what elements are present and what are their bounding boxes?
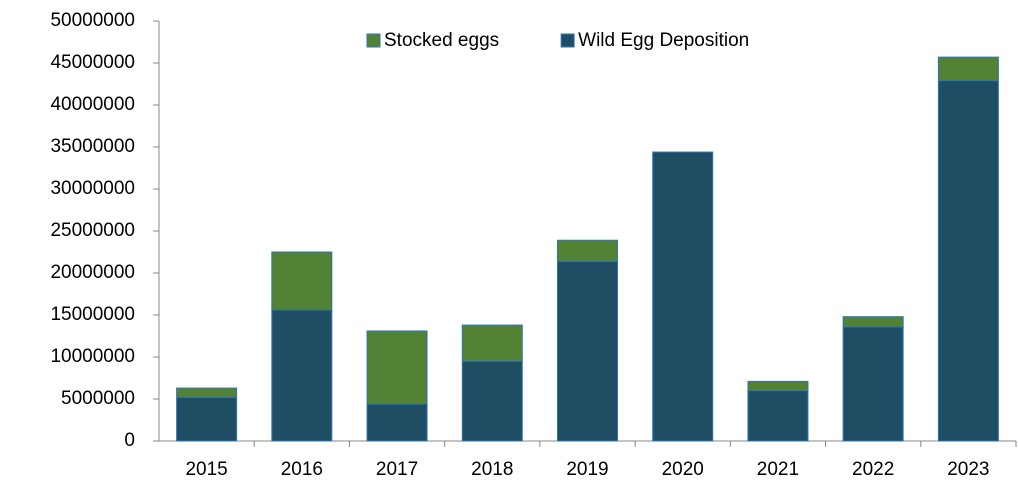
bar-segment	[747, 390, 809, 442]
bar-segment	[176, 387, 238, 398]
x-tick-label: 2020	[662, 459, 704, 480]
bar-segment	[557, 239, 618, 262]
y-tick-label: 10000000	[50, 346, 135, 367]
bar-segment	[557, 260, 618, 442]
bar-segment	[842, 326, 904, 442]
y-tick-label: 0	[124, 430, 135, 451]
y-tick-label: 25000000	[50, 220, 135, 241]
legend-label: Stocked eggs	[384, 30, 499, 51]
y-tick-label: 45000000	[50, 52, 135, 73]
x-tick-label: 2016	[281, 459, 323, 480]
bar-segment	[366, 330, 428, 405]
x-tick-label: 2017	[376, 459, 418, 480]
x-tick-label: 2019	[566, 459, 608, 480]
y-tick-label: 20000000	[50, 262, 135, 283]
bar-segment	[747, 380, 809, 392]
x-tick-label: 2022	[852, 459, 894, 480]
x-tick-label: 2018	[471, 459, 513, 480]
legend-label: Wild Egg Deposition	[578, 30, 749, 51]
bar-segment	[271, 309, 333, 442]
y-tick-label: 50000000	[50, 10, 135, 31]
bar-segment	[271, 251, 333, 311]
bar-segment	[461, 324, 523, 362]
legend-swatch	[366, 33, 381, 48]
bar-segment	[842, 316, 904, 328]
bar-segment	[176, 396, 238, 442]
y-tick-label: 5000000	[61, 388, 135, 409]
bar-segment	[652, 151, 714, 442]
x-tick-label: 2015	[185, 459, 227, 480]
bar-segment	[366, 403, 428, 442]
y-tick-label: 35000000	[50, 136, 135, 157]
y-tick-label: 40000000	[50, 94, 135, 115]
legend-swatch	[560, 33, 575, 48]
y-tick-label: 30000000	[50, 178, 135, 199]
x-tick-label: 2021	[757, 459, 799, 480]
y-tick-label: 15000000	[50, 304, 135, 325]
x-tick-label: 2023	[947, 459, 989, 480]
bar-segment	[937, 80, 999, 442]
bar-segment	[937, 56, 999, 82]
bar-segment	[461, 360, 523, 442]
